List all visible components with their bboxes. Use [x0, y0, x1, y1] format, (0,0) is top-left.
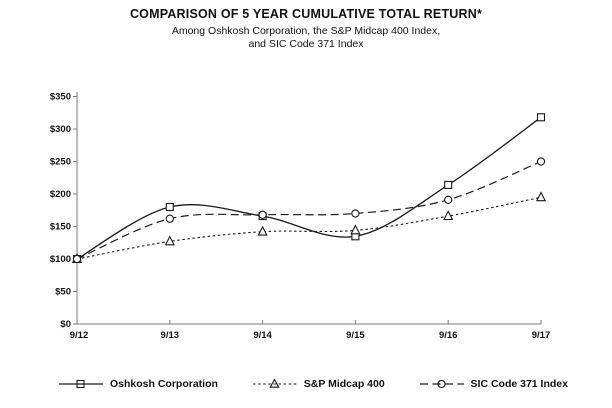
x-axis-labels: 9/12 9/13 9/14 9/15 9/16 9/17 — [70, 330, 551, 341]
legend-item-sic-code-371: SIC Code 371 Index — [419, 378, 568, 390]
y-axis-ticks — [73, 96, 77, 325]
legend-glyph-dotted-triangle — [252, 378, 297, 388]
performance-line-chart: $350 $300 $250 $200 $150 $100 $50 $0 9/1… — [50, 92, 551, 342]
triangle-data-marker — [257, 225, 268, 236]
y-tick-label: $50 — [55, 287, 71, 298]
y-tick-label: $200 — [50, 189, 71, 200]
y-tick-label: $300 — [50, 124, 71, 135]
chart-legend: Oshkosh Corporation S&P Midcap 400 SIC C… — [0, 378, 612, 390]
x-tick-label: 9/16 — [439, 330, 458, 341]
circle-data-marker — [258, 210, 267, 219]
chart-header: COMPARISON OF 5 YEAR CUMULATIVE TOTAL RE… — [0, 7, 612, 51]
y-tick-label: $100 — [50, 254, 71, 265]
chart-title: COMPARISON OF 5 YEAR CUMULATIVE TOTAL RE… — [129, 7, 483, 21]
chart-subtitle-line2: and SIC Code 371 Index — [248, 38, 364, 50]
legend-label-oshkosh-corporation: Oshkosh Corporation — [110, 378, 218, 390]
square-data-marker — [444, 180, 453, 189]
x-tick-label: 9/15 — [346, 330, 365, 341]
legend-glyph-dashed-circle — [419, 379, 464, 389]
x-axis-ticks — [169, 320, 542, 324]
circle-data-marker — [165, 214, 174, 223]
series-line-triangle — [76, 196, 542, 260]
y-tick-label: $150 — [50, 222, 71, 233]
legend-glyph-solid-square — [59, 379, 103, 389]
legend-item-sp-midcap-400: S&P Midcap 400 — [252, 378, 385, 390]
circle-data-marker — [72, 254, 82, 264]
legend-label-sp-midcap-400: S&P Midcap 400 — [303, 378, 385, 390]
y-tick-label: $250 — [50, 157, 71, 168]
triangle-data-marker — [535, 191, 547, 202]
chart-subtitle-line1: Among Oshkosh Corporation, the S&P Midca… — [171, 25, 441, 37]
square-data-marker — [536, 113, 546, 122]
x-tick-label: 9/17 — [532, 330, 551, 341]
circle-data-marker — [444, 195, 453, 204]
series-line-circle — [76, 160, 542, 260]
square-data-marker — [165, 202, 174, 212]
x-tick-label: 9/14 — [253, 330, 272, 341]
legend-label-sic-code-371: SIC Code 371 Index — [470, 378, 568, 390]
series-line-square — [76, 116, 542, 260]
y-tick-label: $350 — [50, 92, 71, 103]
x-tick-label: 9/12 — [70, 330, 89, 341]
x-tick-label: 9/13 — [161, 330, 180, 341]
circle-data-marker — [351, 209, 360, 218]
triangle-data-marker — [443, 210, 454, 221]
series-layer — [71, 113, 547, 264]
triangle-data-marker — [164, 235, 175, 246]
circle-data-marker — [536, 157, 546, 166]
triangle-data-marker — [350, 224, 361, 235]
legend-item-oshkosh-corporation: Oshkosh Corporation — [58, 378, 218, 390]
y-axis-labels: $350 $300 $250 $200 $150 $100 $50 $0 — [50, 92, 71, 331]
y-tick-label: $0 — [60, 319, 71, 330]
